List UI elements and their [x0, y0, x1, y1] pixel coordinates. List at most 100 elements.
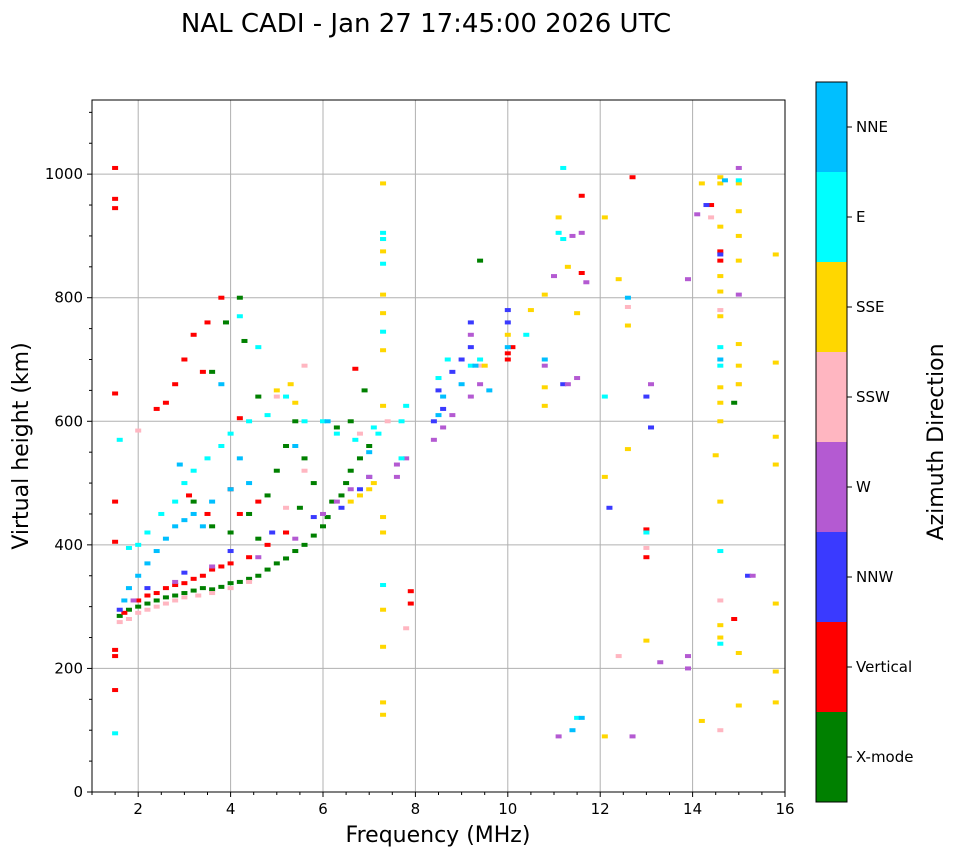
data-points — [112, 165, 779, 739]
data-point — [195, 593, 202, 598]
data-point — [356, 431, 363, 436]
x-tick-label: 8 — [411, 800, 421, 818]
data-point — [162, 586, 169, 591]
data-point — [458, 382, 465, 387]
data-point — [717, 175, 724, 180]
data-point — [380, 311, 387, 316]
data-point — [541, 403, 548, 408]
data-point — [403, 626, 410, 631]
data-point — [541, 385, 548, 390]
data-point — [209, 369, 216, 374]
colorbar-tick-label: SSW — [856, 388, 890, 406]
data-point — [144, 601, 151, 606]
data-point — [551, 274, 557, 279]
data-point — [158, 511, 165, 516]
data-point — [356, 456, 363, 461]
data-point — [772, 700, 779, 705]
data-point — [430, 419, 437, 424]
data-point — [218, 584, 225, 589]
data-point — [218, 382, 225, 387]
data-point — [310, 515, 317, 520]
data-point — [717, 419, 724, 424]
data-point — [333, 431, 340, 436]
data-point — [380, 292, 387, 297]
data-point — [273, 561, 280, 566]
data-point — [301, 363, 308, 368]
series-e — [112, 165, 742, 736]
data-point — [255, 499, 262, 504]
data-point — [292, 444, 299, 448]
data-point — [121, 610, 128, 615]
data-point — [717, 549, 724, 554]
data-point — [333, 499, 340, 504]
data-point — [218, 444, 225, 448]
data-point — [338, 505, 345, 510]
data-point — [393, 462, 400, 467]
data-point — [172, 499, 179, 504]
data-point — [283, 556, 290, 561]
data-point — [629, 734, 636, 739]
data-point — [273, 388, 280, 393]
data-point — [444, 357, 451, 362]
data-point — [555, 230, 562, 235]
data-point — [112, 654, 119, 659]
data-point — [218, 564, 225, 569]
data-point — [135, 604, 142, 609]
data-point — [287, 382, 294, 387]
data-point — [504, 351, 511, 356]
data-point — [403, 456, 410, 461]
data-point — [112, 499, 119, 504]
data-point — [190, 332, 197, 337]
data-point — [527, 308, 534, 313]
data-point — [112, 165, 119, 170]
data-point — [324, 515, 331, 520]
data-point — [338, 493, 345, 498]
data-point — [116, 437, 123, 442]
data-point — [380, 348, 387, 353]
data-point — [578, 271, 585, 275]
data-point — [380, 230, 387, 235]
data-point — [255, 536, 262, 541]
data-point — [523, 332, 530, 337]
data-point — [735, 650, 742, 655]
data-point — [407, 589, 414, 594]
data-point — [246, 576, 253, 581]
data-point — [144, 561, 151, 566]
data-point — [181, 570, 188, 575]
data-point — [181, 518, 188, 523]
colorbar-segment — [816, 172, 847, 262]
data-point — [361, 388, 368, 393]
data-point — [283, 444, 290, 448]
data-point — [269, 530, 276, 535]
data-point — [236, 579, 243, 584]
data-point — [772, 434, 779, 439]
data-point — [606, 505, 613, 510]
data-point — [504, 308, 511, 313]
data-point — [440, 394, 447, 399]
data-point — [255, 573, 262, 578]
colorbar-frame — [815, 81, 848, 803]
data-point — [227, 586, 234, 591]
data-point — [199, 524, 206, 529]
data-point — [112, 688, 119, 693]
colorbar-segment — [816, 622, 847, 712]
data-point — [384, 419, 391, 424]
data-point — [209, 587, 216, 592]
data-point — [370, 481, 377, 486]
data-point — [578, 193, 585, 198]
data-point — [735, 292, 742, 297]
data-point — [125, 586, 132, 591]
colorbar-tick-label: NNE — [856, 118, 888, 136]
x-tick-label: 6 — [318, 800, 328, 818]
data-point — [292, 549, 299, 554]
plot-area — [92, 100, 785, 792]
data-point — [643, 555, 650, 560]
data-point — [375, 431, 382, 436]
data-point — [564, 382, 571, 387]
data-point — [172, 583, 179, 588]
data-point — [218, 295, 225, 300]
data-point — [162, 400, 169, 405]
data-point — [172, 593, 179, 598]
data-point — [717, 623, 724, 628]
data-point — [486, 388, 493, 393]
